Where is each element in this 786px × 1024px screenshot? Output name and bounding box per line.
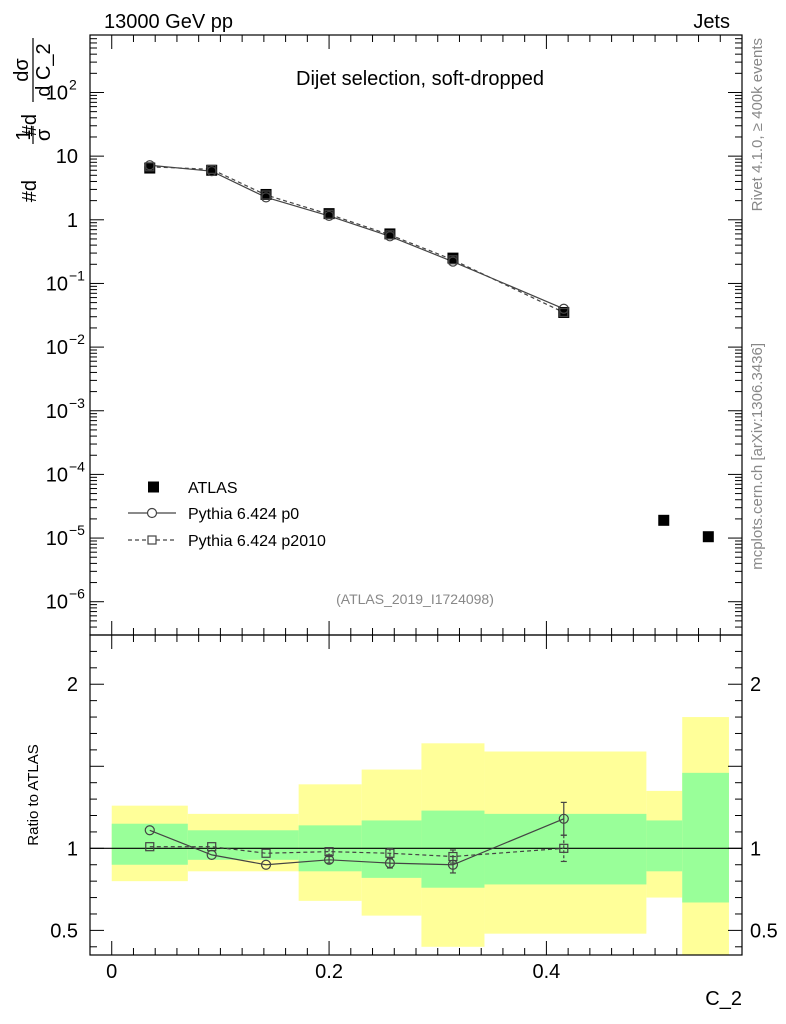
ratio-band-inner-1	[188, 830, 299, 860]
y-ratio-tick-label-left-0: 2	[67, 674, 78, 696]
y-main-tick-exp-0: 2	[69, 76, 77, 92]
ratio-band-inner-4	[421, 811, 484, 888]
x-tick-label-0: 0	[106, 961, 117, 983]
legend-label-1: Pythia 6.424 p0	[188, 506, 299, 523]
xlabel: C_2	[705, 988, 742, 1010]
y-main-tick-exp-8: −6	[69, 586, 85, 602]
y-main-tick-exp-3: −1	[69, 267, 85, 283]
side-label-top: Rivet 4.1.0, ≥ 400k events	[749, 38, 766, 211]
side-label-bottom: mcplots.cern.ch [arXiv:1306.3436]	[749, 343, 766, 570]
legend-marker-p2010	[148, 536, 156, 544]
atlas-point-8	[703, 531, 714, 542]
ratio-panel: 0 0.2 0.4 2 2 1 1 0.5 0.5	[50, 635, 778, 983]
ylabel-main: #d 1 σ #d dσ d C_2	[11, 38, 55, 202]
y-ratio-tick-label-left-2: 0.5	[50, 920, 78, 942]
y-main-tick-label-1: 10	[56, 146, 78, 168]
analysis-label: (ATLAS_2019_I1724098)	[336, 591, 494, 607]
y-main-tick-label-5: 10	[46, 401, 68, 423]
ratio-band-inner-6	[646, 820, 682, 871]
main-line-pythia-p0	[150, 165, 564, 309]
y-main-tick-label-7: 10	[46, 528, 68, 550]
ylabel-main-part1: #d	[19, 180, 41, 202]
y-main-tick-exp-7: −5	[69, 522, 85, 538]
y-ratio-tick-label-right-0: 2	[750, 674, 761, 696]
y-main-tick-exp-4: −2	[69, 331, 85, 347]
y-main-tick-label-6: 10	[46, 464, 68, 486]
y-main-tick-label-2: 1	[67, 210, 78, 232]
ratio-band-inner-5	[484, 814, 646, 885]
y-main-tick-label-3: 10	[46, 273, 68, 295]
ylabel-main-part2: #d	[19, 114, 41, 136]
legend-label-0: ATLAS	[188, 480, 238, 497]
y-main-tick-exp-6: −4	[69, 458, 85, 474]
x-tick-label-2: 0.4	[532, 961, 560, 983]
atlas-point-7	[658, 515, 669, 526]
y-main-tick-exp-5: −3	[69, 395, 85, 411]
y-main-tick-label-0: 10	[46, 82, 68, 104]
y-main-tick-label-4: 10	[46, 337, 68, 359]
ylabel-ratio: Ratio to ATLAS	[25, 744, 42, 845]
legend-marker-p0	[148, 509, 157, 518]
y-ratio-tick-label-right-2: 0.5	[750, 920, 778, 942]
ratio-band-inner-7	[682, 773, 729, 903]
legend: ATLAS Pythia 6.424 p0 Pythia 6.424 p2010	[128, 480, 326, 550]
ylabel-main-frac2-num: dσ	[11, 58, 33, 82]
y-main-tick-label-8: 10	[46, 592, 68, 614]
x-tick-label-1: 0.2	[315, 961, 343, 983]
y-ratio-tick-label-right-1: 1	[750, 838, 761, 860]
header-left: 13000 GeV pp	[104, 11, 233, 33]
ratio-band-inner-0	[112, 824, 188, 865]
legend-label-2: Pythia 6.424 p2010	[188, 533, 326, 550]
y-ratio-tick-label-left-1: 1	[67, 838, 78, 860]
header-right: Jets	[693, 11, 730, 33]
chart-canvas: 13000 GeV pp Jets Dijet selection, soft-…	[0, 0, 786, 1024]
main-line-pythia-p2010	[150, 167, 564, 313]
legend-marker-atlas	[148, 482, 159, 493]
plot-title: Dijet selection, soft-dropped	[296, 68, 544, 90]
